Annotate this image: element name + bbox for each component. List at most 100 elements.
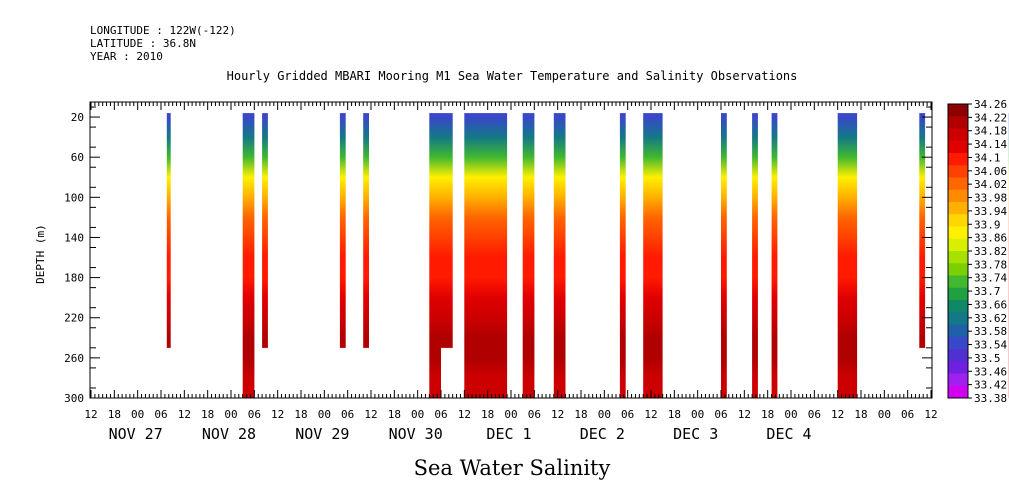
y-axis-label: DEPTH (m) bbox=[34, 224, 47, 284]
colorbar-swatch bbox=[948, 104, 968, 117]
colorbar: 34.2634.2234.1834.1434.134.0634.0233.983… bbox=[947, 98, 1007, 405]
colorbar-label: 33.38 bbox=[974, 392, 1007, 405]
x-hour-label: 18 bbox=[668, 408, 681, 421]
y-tick-label: 100 bbox=[64, 191, 84, 204]
x-hour-label: 06 bbox=[621, 408, 634, 421]
data-segment-9 bbox=[553, 113, 566, 398]
colorbar-label: 34.14 bbox=[974, 138, 1007, 151]
x-hour-label: 00 bbox=[691, 408, 704, 421]
y-tick-label: 60 bbox=[71, 151, 84, 164]
colorbar-swatch bbox=[948, 177, 968, 191]
colorbar-swatch bbox=[948, 373, 968, 387]
x-hour-label: 18 bbox=[854, 408, 867, 421]
x-hour-label: 12 bbox=[831, 408, 844, 421]
colorbar-label: 33.9 bbox=[974, 218, 1001, 231]
colorbar-label: 33.42 bbox=[974, 379, 1007, 392]
colorbar-swatch bbox=[948, 312, 968, 325]
y-tick-label: 140 bbox=[64, 231, 84, 244]
x-date-label: NOV 30 bbox=[389, 425, 443, 443]
x-hour-label: 00 bbox=[598, 408, 611, 421]
longitude-label: LONGITUDE : 122W(-122) bbox=[90, 24, 236, 37]
colorbar-swatch bbox=[948, 128, 968, 142]
colorbar-label: 34.1 bbox=[974, 151, 1001, 164]
x-hour-label: 18 bbox=[108, 408, 121, 421]
colorbar-swatch bbox=[948, 324, 968, 338]
data-segments bbox=[166, 113, 1009, 398]
chart-title: Hourly Gridded MBARI Mooring M1 Sea Wate… bbox=[227, 69, 798, 83]
y-tick-label: 300 bbox=[64, 392, 84, 405]
y-tick-label: 220 bbox=[64, 312, 84, 325]
x-hour-label: 18 bbox=[201, 408, 214, 421]
plot-area bbox=[166, 113, 1009, 398]
data-segment-14 bbox=[771, 113, 778, 398]
data-segment-4 bbox=[363, 113, 369, 348]
x-hour-label: 06 bbox=[714, 408, 727, 421]
colorbar-swatch bbox=[948, 116, 968, 129]
colorbar-swatch bbox=[948, 263, 968, 276]
x-hour-label: 12 bbox=[364, 408, 377, 421]
data-segment-1 bbox=[242, 113, 255, 398]
y-tick-label: 260 bbox=[64, 352, 84, 365]
x-date-label: NOV 28 bbox=[202, 425, 256, 443]
x-hour-label: 18 bbox=[388, 408, 401, 421]
x-hour-label: 06 bbox=[154, 408, 167, 421]
colorbar-label: 34.06 bbox=[974, 165, 1007, 178]
data-segment-0 bbox=[166, 113, 171, 348]
data-segment-8 bbox=[522, 113, 535, 398]
colorbar-swatch bbox=[948, 202, 968, 215]
colorbar-label: 33.66 bbox=[974, 298, 1007, 311]
x-hour-label: 00 bbox=[318, 408, 331, 421]
bottom-label: Sea Water Salinity bbox=[414, 456, 611, 480]
x-hour-label: 12 bbox=[458, 408, 471, 421]
x-hour-label: 00 bbox=[131, 408, 144, 421]
x-hour-label: 18 bbox=[574, 408, 587, 421]
data-segment-2 bbox=[262, 113, 268, 348]
data-segment-10 bbox=[619, 113, 626, 398]
colorbar-label: 33.98 bbox=[974, 192, 1007, 205]
colorbar-swatch bbox=[948, 349, 968, 362]
x-hour-label: 06 bbox=[341, 408, 354, 421]
x-hour-label: 00 bbox=[504, 408, 517, 421]
x-date-label: DEC 1 bbox=[486, 425, 531, 443]
colorbar-swatch bbox=[948, 153, 968, 166]
x-hour-label: 06 bbox=[434, 408, 447, 421]
data-segment-7 bbox=[464, 113, 508, 398]
x-hour-label: 18 bbox=[481, 408, 494, 421]
x-date-label: NOV 27 bbox=[109, 425, 163, 443]
colorbar-swatch bbox=[948, 226, 968, 240]
colorbar-label: 33.78 bbox=[974, 258, 1007, 271]
plot-frame bbox=[89, 101, 933, 399]
data-segment-12 bbox=[721, 113, 727, 398]
colorbar-label: 33.86 bbox=[974, 232, 1007, 245]
colorbar-label: 33.62 bbox=[974, 312, 1007, 325]
x-date-label: DEC 2 bbox=[580, 425, 625, 443]
x-hour-label: 00 bbox=[784, 408, 797, 421]
x-date-label: DEC 3 bbox=[673, 425, 718, 443]
colorbar-label: 34.22 bbox=[974, 111, 1007, 124]
colorbar-label: 33.82 bbox=[974, 245, 1007, 258]
x-date-label: DEC 4 bbox=[766, 425, 811, 443]
colorbar-swatch bbox=[948, 251, 968, 264]
data-segment-13 bbox=[752, 113, 758, 398]
colorbar-label: 33.5 bbox=[974, 352, 1001, 365]
colorbar-label: 33.74 bbox=[974, 272, 1007, 285]
x-hour-label: 12 bbox=[924, 408, 937, 421]
colorbar-swatch bbox=[948, 300, 968, 313]
colorbar-label: 33.58 bbox=[974, 325, 1007, 338]
colorbar-swatch bbox=[948, 140, 968, 154]
x-hour-label: 12 bbox=[84, 408, 97, 421]
x-hour-label: 06 bbox=[901, 408, 914, 421]
x-hour-label: 12 bbox=[551, 408, 564, 421]
colorbar-label: 33.46 bbox=[974, 365, 1007, 378]
colorbar-swatch bbox=[948, 385, 968, 399]
colorbar-swatch bbox=[948, 189, 968, 203]
data-segment-16 bbox=[919, 113, 926, 348]
colorbar-swatch bbox=[948, 238, 968, 252]
colorbar-swatch bbox=[948, 361, 968, 374]
data-segment-11 bbox=[643, 113, 663, 398]
x-hour-label: 18 bbox=[761, 408, 774, 421]
colorbar-swatch bbox=[948, 165, 968, 178]
x-hour-label: 06 bbox=[808, 408, 821, 421]
data-segment-6 bbox=[441, 113, 453, 348]
